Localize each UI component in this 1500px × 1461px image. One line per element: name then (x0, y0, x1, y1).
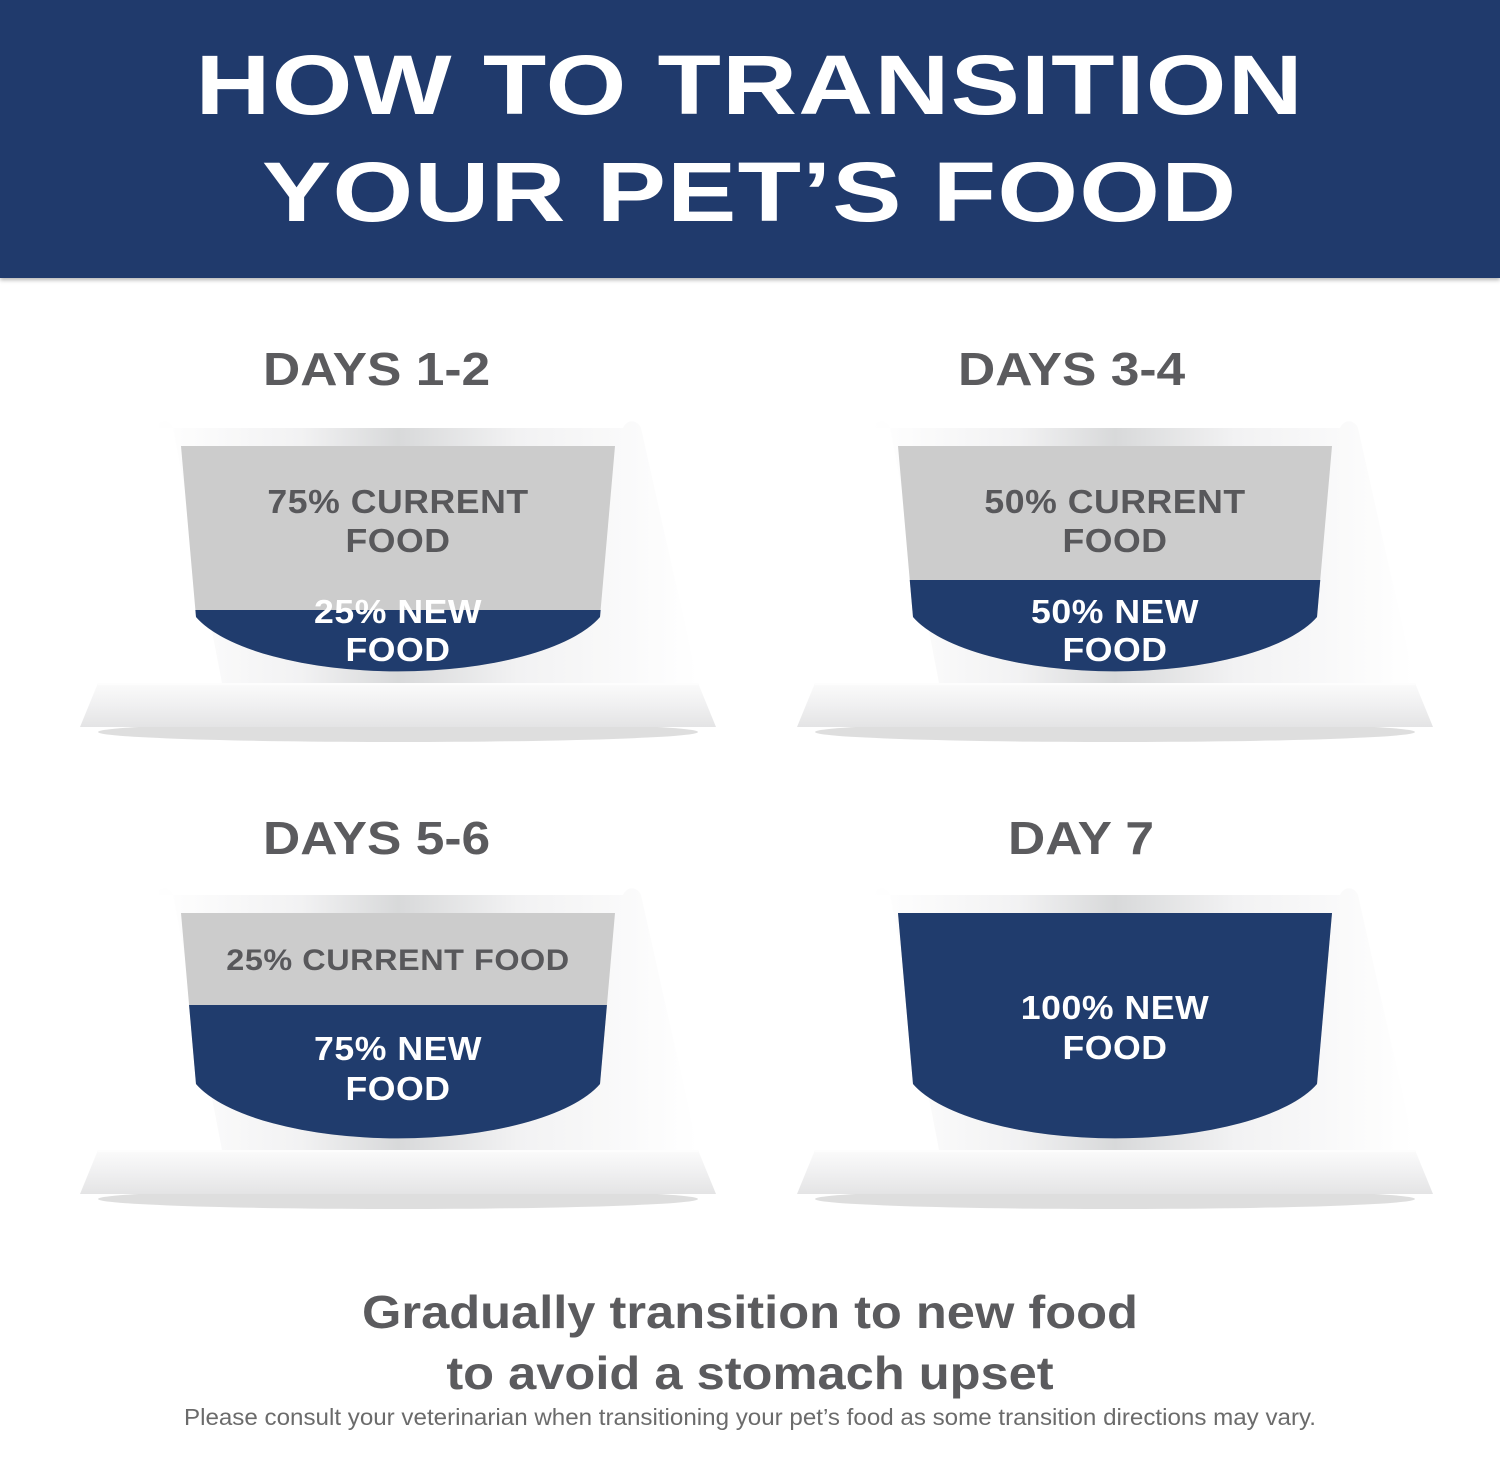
svg-text:50% CURRENT: 50% CURRENT (984, 484, 1245, 521)
svg-text:FOOD: FOOD (1063, 523, 1168, 560)
svg-text:FOOD: FOOD (1063, 1030, 1168, 1067)
svg-text:FOOD: FOOD (1063, 632, 1168, 669)
svg-text:FOOD: FOOD (346, 1071, 451, 1108)
svg-text:100% NEW: 100% NEW (1021, 990, 1210, 1027)
svg-text:FOOD: FOOD (346, 523, 451, 560)
svg-text:75% CURRENT: 75% CURRENT (267, 484, 528, 521)
svg-text:FOOD: FOOD (346, 632, 451, 669)
svg-text:50% NEW: 50% NEW (1031, 594, 1199, 631)
svg-text:75% NEW: 75% NEW (314, 1031, 482, 1068)
svg-text:25% NEW: 25% NEW (314, 594, 482, 631)
svg-text:25% CURRENT FOOD: 25% CURRENT FOOD (226, 943, 569, 977)
